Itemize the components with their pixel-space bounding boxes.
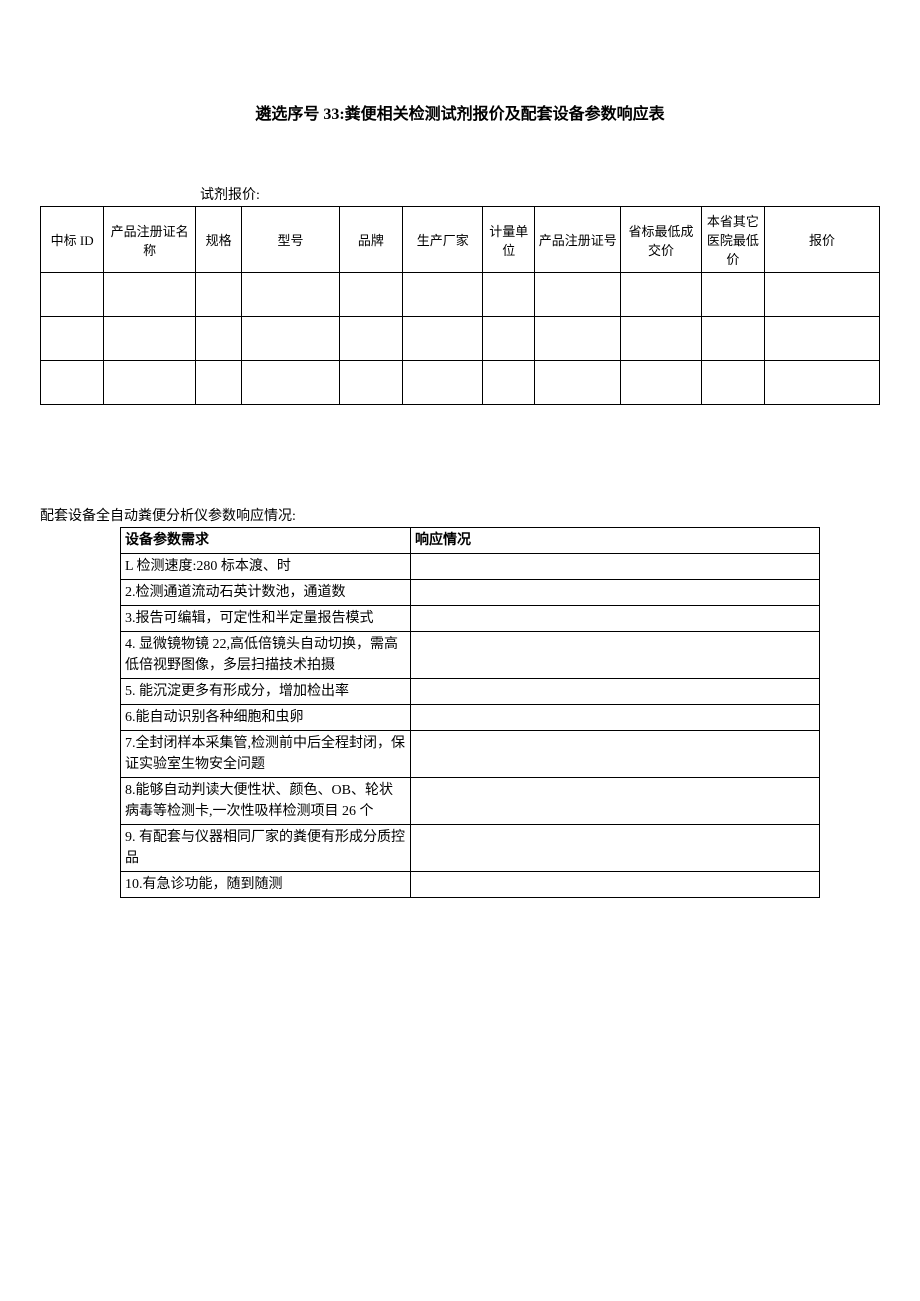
table1-cell xyxy=(535,273,621,317)
table1-cell xyxy=(339,273,402,317)
param-response-cell xyxy=(411,872,820,898)
table1-header-cell: 报价 xyxy=(764,207,879,273)
table1-header-cell: 本省其它医院最低价 xyxy=(701,207,764,273)
table1-cell xyxy=(701,273,764,317)
table-row xyxy=(41,273,880,317)
table1-header-cell: 省标最低成交价 xyxy=(621,207,701,273)
param-requirement-cell: 3.报告可编辑，可定性和半定量报告模式 xyxy=(121,606,411,632)
table1-header-cell: 规格 xyxy=(196,207,242,273)
param-requirement-cell: 8.能够自动判读大便性状、颜色、OB、轮状病毒等检测卡,一次性吸样检测项目 26… xyxy=(121,778,411,825)
table-row: 6.能自动识别各种细胞和虫卵 xyxy=(121,705,820,731)
table2-caption: 配套设备全自动粪便分析仪参数响应情况: xyxy=(40,505,880,525)
table-row xyxy=(41,317,880,361)
param-response-cell xyxy=(411,606,820,632)
table2-header-resp: 响应情况 xyxy=(411,528,820,554)
table1-cell xyxy=(242,317,340,361)
table1-cell xyxy=(621,273,701,317)
table-row: 10.有急诊功能，随到随测 xyxy=(121,872,820,898)
table1-cell xyxy=(196,317,242,361)
param-response-cell xyxy=(411,778,820,825)
table-row: 9. 有配套与仪器相同厂家的粪便有形成分质控品 xyxy=(121,825,820,872)
table1-cell xyxy=(242,273,340,317)
param-requirement-cell: 9. 有配套与仪器相同厂家的粪便有形成分质控品 xyxy=(121,825,411,872)
table-row: 3.报告可编辑，可定性和半定量报告模式 xyxy=(121,606,820,632)
table1-header-cell: 生产厂家 xyxy=(403,207,483,273)
param-response-cell xyxy=(411,825,820,872)
table1-cell xyxy=(41,317,104,361)
param-requirement-cell: 6.能自动识别各种细胞和虫卵 xyxy=(121,705,411,731)
table1-header-cell: 计量单位 xyxy=(483,207,535,273)
table1-cell xyxy=(701,317,764,361)
table-row xyxy=(41,361,880,405)
table1-header-cell: 产品注册证号 xyxy=(535,207,621,273)
table1-cell xyxy=(621,361,701,405)
param-requirement-cell: 4. 显微镜物镜 22,高低倍镜头自动切换，需高低倍视野图像，多层扫描技术拍摄 xyxy=(121,632,411,679)
table1-cell xyxy=(339,317,402,361)
table1-header-cell: 品牌 xyxy=(339,207,402,273)
table1-header-cell: 型号 xyxy=(242,207,340,273)
table1-cell xyxy=(535,317,621,361)
table-row: 7.全封闭样本采集管,检测前中后全程封闭，保证实验室生物安全问题 xyxy=(121,731,820,778)
param-response-cell xyxy=(411,705,820,731)
param-response-cell xyxy=(411,580,820,606)
table1-cell xyxy=(764,317,879,361)
table1-cell xyxy=(483,361,535,405)
table1-cell xyxy=(242,361,340,405)
table2-header-req: 设备参数需求 xyxy=(121,528,411,554)
table1-cell xyxy=(403,317,483,361)
table1-cell xyxy=(764,273,879,317)
param-requirement-cell: 2.检测通道流动石英计数池，通道数 xyxy=(121,580,411,606)
table-row: 5. 能沉淀更多有形成分，增加检出率 xyxy=(121,679,820,705)
table1-cell xyxy=(483,317,535,361)
table1-header-cell: 产品注册证名称 xyxy=(104,207,196,273)
table1-header-cell: 中标 ID xyxy=(41,207,104,273)
table1-cell xyxy=(41,273,104,317)
table1-cell xyxy=(701,361,764,405)
table1-cell xyxy=(41,361,104,405)
table1-cell xyxy=(535,361,621,405)
param-requirement-cell: L 检测速度:280 标本渡、时 xyxy=(121,554,411,580)
param-requirement-cell: 7.全封闭样本采集管,检测前中后全程封闭，保证实验室生物安全问题 xyxy=(121,731,411,778)
table1-cell xyxy=(104,317,196,361)
table1-cell xyxy=(339,361,402,405)
table1-cell xyxy=(104,273,196,317)
page-title: 遴选序号 33:粪便相关检测试剂报价及配套设备参数响应表 xyxy=(40,100,880,124)
table1-caption: 试剂报价: xyxy=(200,184,880,204)
param-requirement-cell: 5. 能沉淀更多有形成分，增加检出率 xyxy=(121,679,411,705)
table-row: 8.能够自动判读大便性状、颜色、OB、轮状病毒等检测卡,一次性吸样检测项目 26… xyxy=(121,778,820,825)
reagent-price-table: 中标 ID产品注册证名称规格型号品牌生产厂家计量单位产品注册证号省标最低成交价本… xyxy=(40,206,880,405)
param-response-cell xyxy=(411,679,820,705)
equipment-param-table: 设备参数需求 响应情况 L 检测速度:280 标本渡、时2.检测通道流动石英计数… xyxy=(120,527,820,898)
table1-cell xyxy=(483,273,535,317)
table1-cell xyxy=(764,361,879,405)
param-response-cell xyxy=(411,632,820,679)
table-row: 2.检测通道流动石英计数池，通道数 xyxy=(121,580,820,606)
table-row: L 检测速度:280 标本渡、时 xyxy=(121,554,820,580)
param-response-cell xyxy=(411,731,820,778)
param-response-cell xyxy=(411,554,820,580)
table-row: 4. 显微镜物镜 22,高低倍镜头自动切换，需高低倍视野图像，多层扫描技术拍摄 xyxy=(121,632,820,679)
table1-cell xyxy=(104,361,196,405)
table1-cell xyxy=(196,273,242,317)
table1-cell xyxy=(621,317,701,361)
table1-cell xyxy=(196,361,242,405)
table1-cell xyxy=(403,361,483,405)
param-requirement-cell: 10.有急诊功能，随到随测 xyxy=(121,872,411,898)
table1-cell xyxy=(403,273,483,317)
